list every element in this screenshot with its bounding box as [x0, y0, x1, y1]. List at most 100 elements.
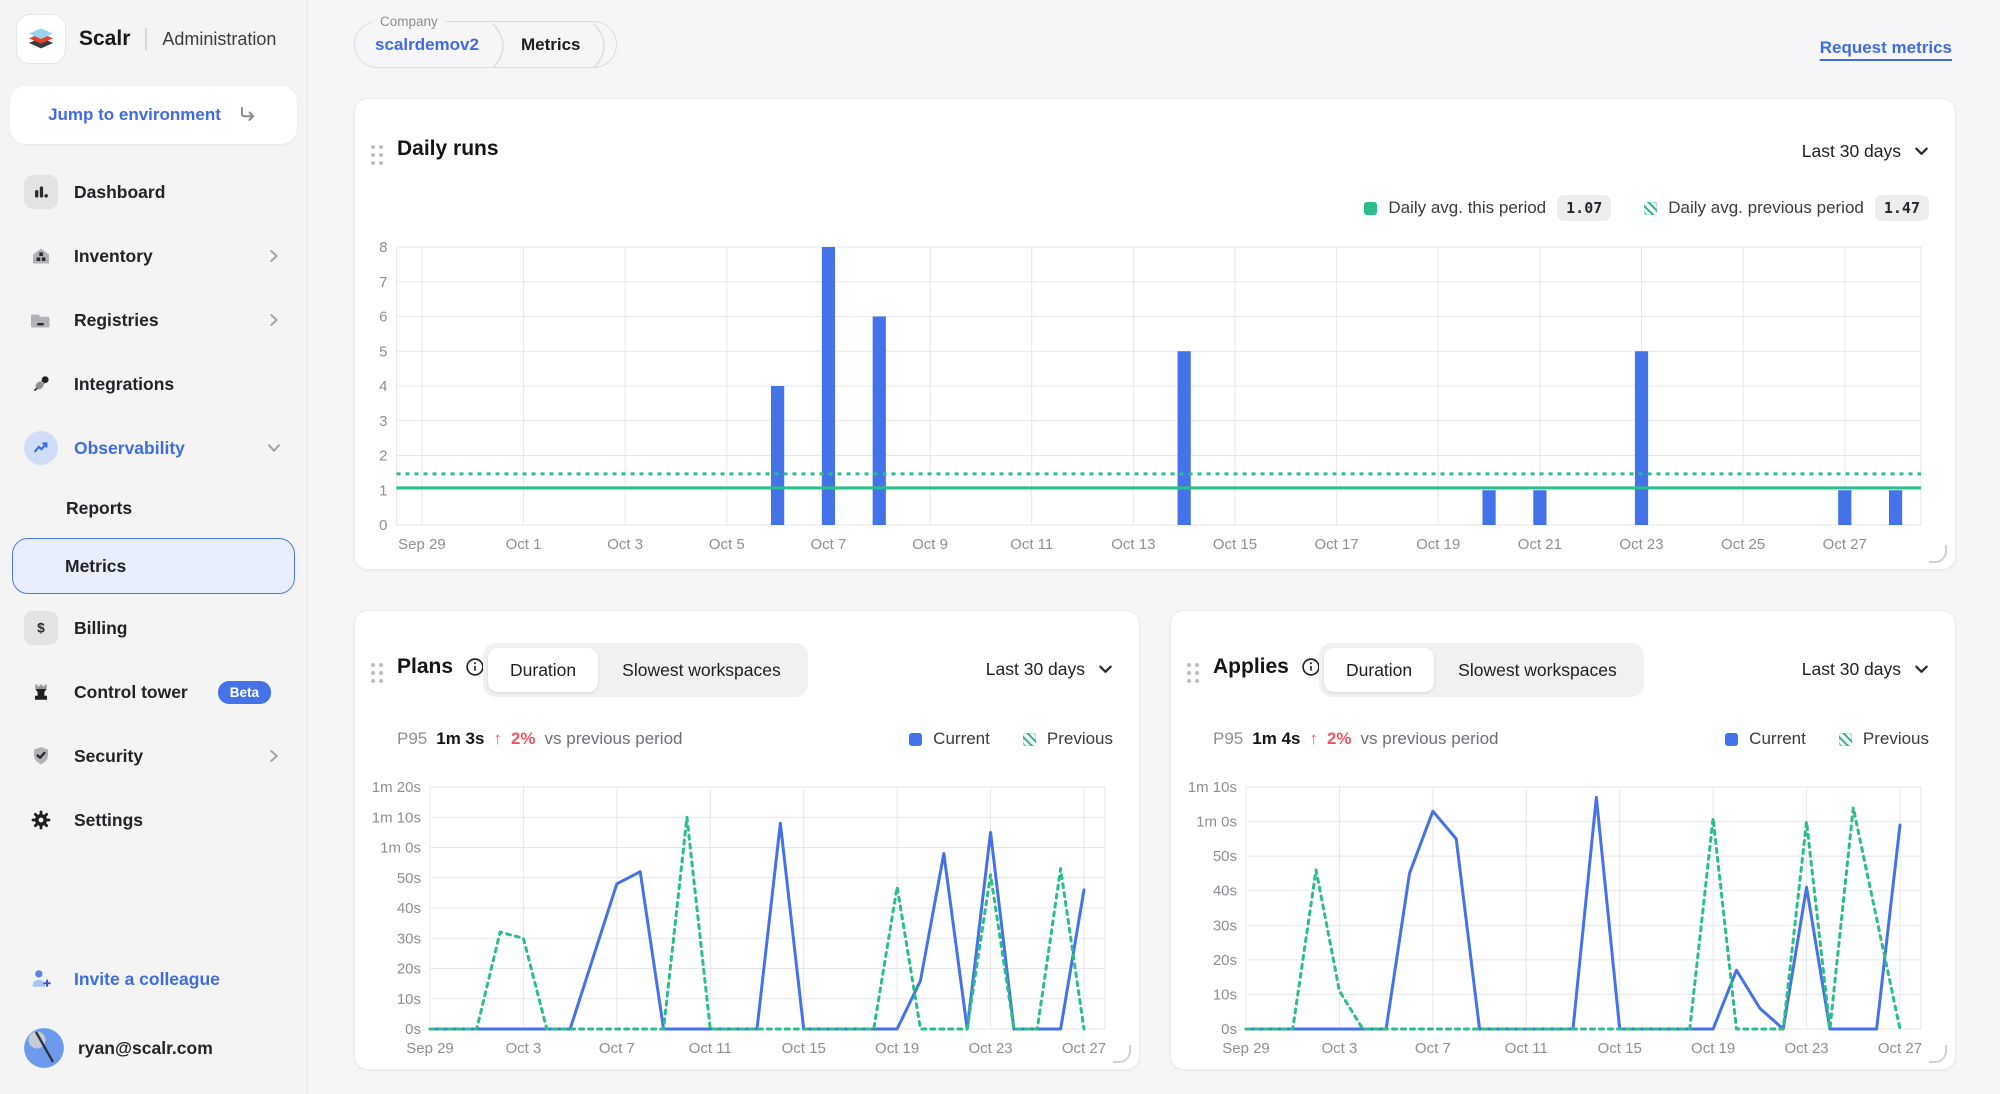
svg-text:Oct 1: Oct 1 — [506, 536, 542, 553]
drag-handle-icon[interactable] — [371, 663, 383, 683]
chevron-right-icon — [265, 311, 283, 329]
user-menu[interactable]: ryan@scalr.com — [0, 1010, 307, 1094]
svg-text:0: 0 — [379, 517, 387, 534]
return-arrow-icon — [237, 104, 259, 126]
svg-text:$: $ — [37, 621, 45, 636]
svg-text:Oct 23: Oct 23 — [1784, 1040, 1828, 1057]
svg-text:Oct 15: Oct 15 — [782, 1040, 826, 1057]
svg-text:50s: 50s — [1213, 848, 1237, 865]
invite-colleague-label: Invite a colleague — [74, 969, 220, 990]
drag-handle-icon[interactable] — [1187, 663, 1199, 683]
sidebar-item-settings[interactable]: Settings — [0, 788, 307, 852]
sidebar-item-reports[interactable]: Reports — [0, 480, 307, 536]
delta-up-icon: ↑ — [493, 729, 502, 749]
avatar — [24, 1028, 64, 1068]
shield-icon — [24, 739, 58, 773]
sidebar-item-control-tower[interactable]: Control tower Beta — [0, 660, 307, 724]
sidebar-item-metrics[interactable]: Metrics — [12, 538, 295, 594]
svg-text:Oct 11: Oct 11 — [1505, 1040, 1548, 1057]
svg-text:Sep 29: Sep 29 — [398, 536, 446, 553]
resize-handle[interactable] — [1113, 1045, 1131, 1063]
sidebar-item-label: Integrations — [74, 374, 174, 395]
tab-slowest-workspaces[interactable]: Slowest workspaces — [1436, 648, 1639, 692]
breadcrumb-account[interactable]: scalrdemov2 — [359, 29, 491, 67]
jump-to-environment-button[interactable]: Jump to environment — [10, 86, 297, 144]
card-title: Plans — [397, 655, 453, 679]
sidebar-item-billing[interactable]: $ Billing — [0, 596, 307, 660]
scalr-logo[interactable] — [16, 14, 66, 64]
svg-text:1m 20s: 1m 20s — [372, 779, 421, 796]
applies-card: Applies Duration Slowest workspaces Last… — [1170, 610, 1956, 1070]
svg-text:10s: 10s — [1213, 986, 1237, 1003]
svg-text:Oct 23: Oct 23 — [1619, 536, 1663, 553]
add-user-icon — [24, 962, 58, 996]
plans-p95-stat: P95 1m 3s ↑ 2% vs previous period — [397, 729, 683, 749]
inventory-icon — [24, 239, 58, 273]
sidebar-item-observability[interactable]: Observability — [0, 416, 307, 480]
legend-label: Current — [1749, 729, 1806, 749]
svg-text:Oct 19: Oct 19 — [875, 1040, 919, 1057]
avg-this-period-value: 1.07 — [1557, 195, 1611, 221]
svg-text:Oct 7: Oct 7 — [811, 536, 847, 553]
stat-delta: 2% — [1327, 729, 1352, 749]
resize-handle[interactable] — [1929, 545, 1947, 563]
svg-text:20s: 20s — [397, 961, 421, 978]
tab-slowest-workspaces[interactable]: Slowest workspaces — [600, 648, 803, 692]
svg-text:Oct 19: Oct 19 — [1416, 536, 1460, 553]
legend-label: Daily avg. previous period — [1668, 198, 1864, 218]
breadcrumb: Company scalrdemov2 Metrics — [354, 14, 617, 68]
svg-text:Sep 29: Sep 29 — [1222, 1040, 1270, 1057]
sidebar-item-inventory[interactable]: Inventory — [0, 224, 307, 288]
sidebar-item-integrations[interactable]: Integrations — [0, 352, 307, 416]
gear-icon — [24, 803, 58, 837]
svg-text:Oct 15: Oct 15 — [1598, 1040, 1642, 1057]
beta-badge: Beta — [218, 681, 271, 704]
sidebar-item-dashboard[interactable]: Dashboard — [0, 160, 307, 224]
svg-text:Oct 13: Oct 13 — [1111, 536, 1155, 553]
date-range-select[interactable]: Last 30 days — [986, 659, 1113, 680]
stat-value: 1m 4s — [1252, 729, 1300, 749]
svg-text:50s: 50s — [397, 870, 421, 887]
sidebar-item-security[interactable]: Security — [0, 724, 307, 788]
svg-text:30s: 30s — [1213, 917, 1237, 934]
date-range-label: Last 30 days — [1802, 141, 1901, 162]
control-tower-icon — [24, 675, 58, 709]
legend-label: Previous — [1047, 729, 1113, 749]
sidebar-item-label: Control tower — [74, 682, 188, 703]
chevron-down-icon — [265, 439, 283, 457]
svg-text:Oct 25: Oct 25 — [1721, 536, 1765, 553]
svg-text:Oct 27: Oct 27 — [1878, 1040, 1922, 1057]
svg-text:Oct 11: Oct 11 — [1010, 536, 1053, 553]
sidebar-item-label: Settings — [74, 810, 143, 831]
svg-text:3: 3 — [379, 413, 387, 430]
date-range-select[interactable]: Last 30 days — [1802, 141, 1929, 162]
lower-cards-row: Plans Duration Slowest workspaces Last 3… — [354, 610, 1956, 1070]
integrations-icon — [24, 367, 58, 401]
resize-handle[interactable] — [1929, 1045, 1947, 1063]
applies-tabs: Duration Slowest workspaces — [1319, 643, 1644, 697]
date-range-select[interactable]: Last 30 days — [1802, 659, 1929, 680]
daily-runs-card: Daily runs Last 30 days Daily avg. this … — [354, 98, 1956, 570]
sidebar-spacer — [0, 852, 307, 948]
legend-swatch-previous-period — [1644, 202, 1657, 215]
breadcrumb-page[interactable]: Metrics — [505, 29, 593, 67]
topbar: Company scalrdemov2 Metrics Request metr… — [354, 14, 1956, 98]
svg-text:1m 0s: 1m 0s — [1196, 814, 1237, 831]
drag-handle-icon[interactable] — [371, 145, 383, 165]
legend-swatch-current — [909, 733, 922, 746]
invite-colleague-button[interactable]: Invite a colleague — [0, 948, 307, 1010]
stat-value: 1m 3s — [436, 729, 484, 749]
legend-swatch-previous — [1839, 733, 1852, 746]
scalr-logo-icon — [25, 23, 57, 55]
dashboard-icon — [24, 175, 58, 209]
tab-duration[interactable]: Duration — [1324, 648, 1434, 692]
brand: Scalr Administration — [0, 0, 307, 72]
svg-text:40s: 40s — [1213, 883, 1237, 900]
sidebar-item-label: Billing — [74, 618, 127, 639]
tab-duration[interactable]: Duration — [488, 648, 598, 692]
stat-suffix: vs previous period — [1361, 729, 1499, 749]
chevron-down-icon — [1914, 144, 1929, 159]
plans-tabs: Duration Slowest workspaces — [483, 643, 808, 697]
sidebar-item-registries[interactable]: Registries — [0, 288, 307, 352]
request-metrics-link[interactable]: Request metrics — [1820, 38, 1952, 58]
